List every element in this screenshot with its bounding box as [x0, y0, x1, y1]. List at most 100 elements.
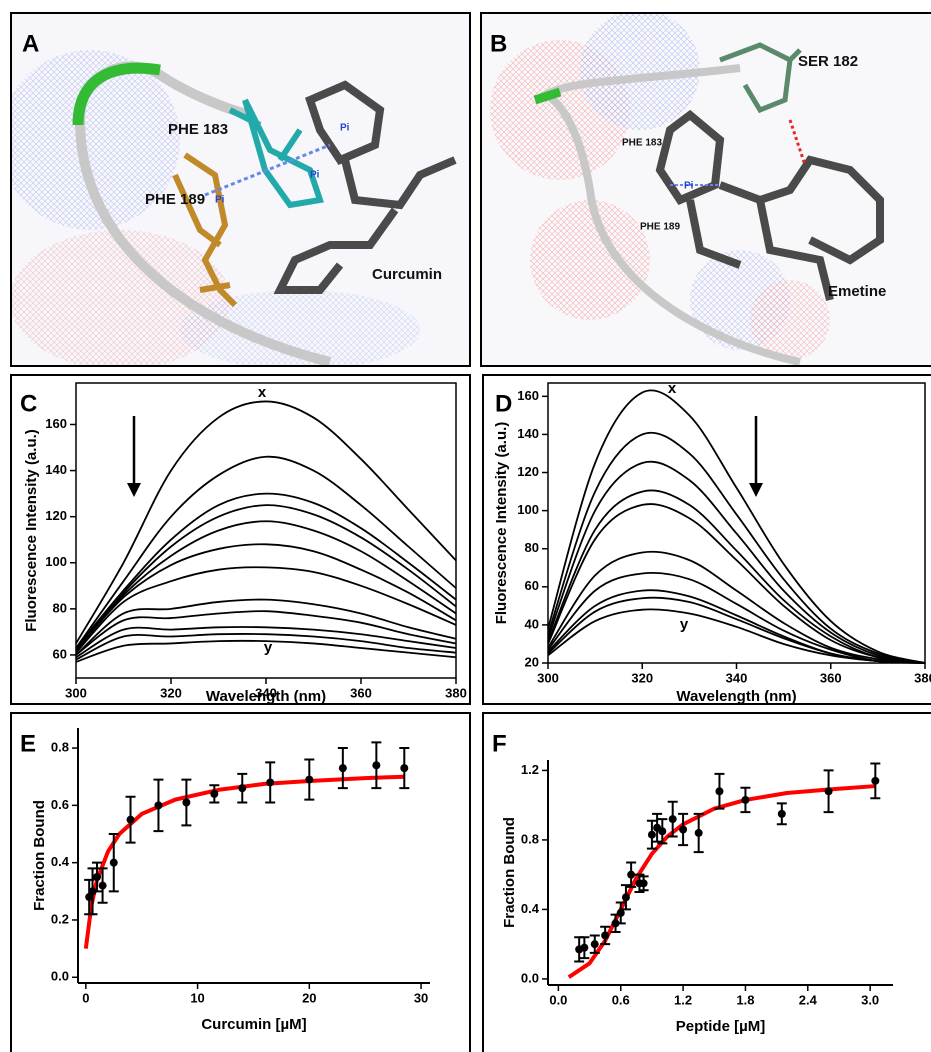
- arrow-head: [749, 483, 763, 497]
- panel-letter: C: [20, 390, 37, 417]
- y-axis-title: Fraction Bound: [31, 800, 48, 911]
- structure-label: Pi: [310, 170, 320, 181]
- annotation: y: [680, 616, 689, 633]
- annotation: x: [668, 380, 677, 397]
- y-axis-title: Fluorescence Intensity (a.u.): [493, 422, 510, 625]
- x-axis-title: Wavelength (nm): [676, 688, 796, 705]
- y-tick-label: 160: [517, 388, 539, 403]
- x-tick-label: 0: [82, 990, 89, 1005]
- structure-b: [482, 10, 931, 365]
- x-tick-label: 1.2: [674, 992, 692, 1007]
- x-axis-title: Wavelength (nm): [206, 688, 326, 705]
- data-point: [99, 882, 107, 890]
- y-tick-label: 0.4: [521, 901, 540, 916]
- data-point: [669, 815, 677, 823]
- y-tick-label: 0.8: [51, 739, 69, 754]
- data-point: [648, 831, 656, 839]
- structure-label: Pi: [215, 195, 225, 206]
- data-point: [154, 801, 162, 809]
- data-point: [871, 777, 879, 785]
- y-tick-label: 160: [45, 416, 67, 431]
- y-tick-label: 60: [525, 578, 539, 593]
- y-tick-label: 0.6: [51, 797, 69, 812]
- data-point: [640, 879, 648, 887]
- spectrum-line: [76, 521, 456, 650]
- structure-label: Pi: [340, 123, 350, 134]
- structure-label: Pi: [684, 181, 694, 192]
- y-axis-title: Fluorescence Intensity (a.u.): [23, 429, 40, 632]
- y-tick-label: 0.8: [521, 831, 539, 846]
- x-tick-label: 10: [190, 990, 204, 1005]
- panel-letter: E: [20, 730, 36, 757]
- y-tick-label: 120: [45, 508, 67, 523]
- data-point: [695, 829, 703, 837]
- annotation: x: [258, 384, 267, 401]
- data-point: [601, 931, 609, 939]
- data-point: [372, 761, 380, 769]
- spectrum-line: [548, 598, 925, 663]
- x-tick-label: 320: [160, 685, 182, 700]
- structure-label: Curcumin: [372, 266, 442, 283]
- panel-frame: [11, 713, 470, 1052]
- x-axis-title: Curcumin [µM]: [201, 1016, 306, 1033]
- structure-label: Emetine: [828, 283, 886, 300]
- data-point: [591, 940, 599, 948]
- x-tick-label: 3.0: [861, 992, 879, 1007]
- structure-label: PHE 183: [168, 121, 228, 138]
- panel-letter: A: [22, 30, 39, 57]
- x-tick-label: 360: [820, 670, 842, 685]
- y-tick-label: 120: [517, 464, 539, 479]
- x-tick-label: 20: [302, 990, 316, 1005]
- x-tick-label: 320: [631, 670, 653, 685]
- x-tick-label: 300: [537, 670, 559, 685]
- x-tick-label: 0.0: [549, 992, 567, 1007]
- x-tick-label: 2.4: [799, 992, 818, 1007]
- panel-letter: B: [490, 30, 507, 57]
- structure-label: SER 182: [798, 53, 858, 70]
- y-tick-label: 60: [53, 646, 67, 661]
- x-tick-label: 380: [914, 670, 931, 685]
- data-point: [400, 764, 408, 772]
- x-tick-label: 1.8: [736, 992, 754, 1007]
- arrow-head: [127, 483, 141, 497]
- data-point: [580, 944, 588, 952]
- y-tick-label: 100: [517, 502, 539, 517]
- structure-label: PHE 189: [145, 191, 205, 208]
- y-tick-label: 0.0: [521, 970, 539, 985]
- y-tick-label: 140: [45, 462, 67, 477]
- annotation: y: [264, 639, 273, 656]
- y-tick-label: 0.4: [51, 854, 70, 869]
- data-point: [110, 859, 118, 867]
- fit-line: [569, 786, 876, 977]
- panel-letter: D: [495, 390, 512, 417]
- x-tick-label: 0.6: [612, 992, 630, 1007]
- y-tick-label: 20: [525, 654, 539, 669]
- plot-frame: [548, 383, 925, 663]
- data-point: [182, 798, 190, 806]
- data-point: [238, 784, 246, 792]
- figure: A PHE 183 PHE 189 Curcumin Pi Pi Pi B SER 182 PHE…: [0, 0, 931, 1052]
- y-tick-label: 40: [525, 616, 539, 631]
- spectrum-line: [548, 462, 925, 663]
- data-point: [715, 787, 723, 795]
- y-tick-label: 1.2: [521, 762, 539, 777]
- data-point: [679, 825, 687, 833]
- x-tick-label: 340: [726, 670, 748, 685]
- x-tick-label: 360: [350, 685, 372, 700]
- y-tick-label: 0.0: [51, 969, 69, 984]
- data-point: [622, 893, 630, 901]
- panel-letter: F: [492, 730, 507, 757]
- data-point: [127, 816, 135, 824]
- data-point: [210, 790, 218, 798]
- structure-a: [0, 14, 469, 370]
- spectrum-line: [548, 490, 925, 663]
- data-point: [658, 827, 666, 835]
- y-tick-label: 140: [517, 426, 539, 441]
- y-tick-label: 100: [45, 554, 67, 569]
- data-point: [339, 764, 347, 772]
- x-tick-label: 30: [414, 990, 428, 1005]
- data-point: [627, 871, 635, 879]
- structure-label: PHE 189: [640, 222, 680, 233]
- x-tick-label: 380: [445, 685, 467, 700]
- data-point: [266, 778, 274, 786]
